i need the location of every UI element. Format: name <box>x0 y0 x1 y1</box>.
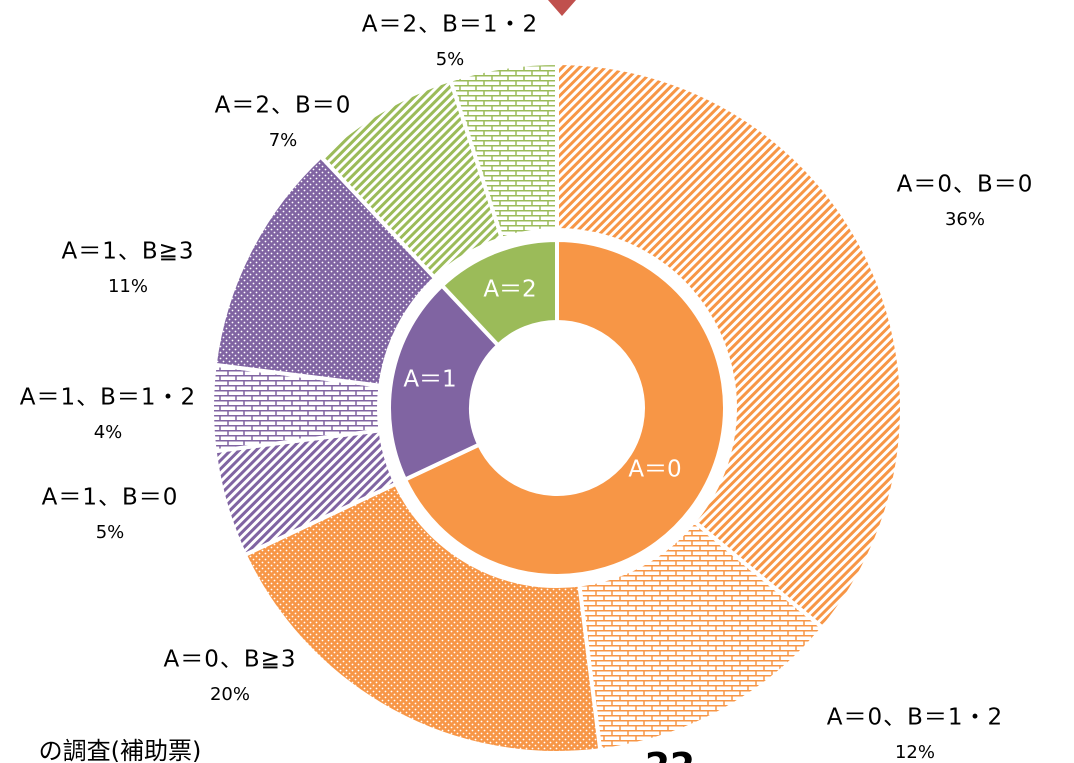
page-number: 22 <box>645 746 695 763</box>
slice-value-label: 20% <box>210 684 250 705</box>
outer-slice <box>555 60 904 631</box>
slice-label: A＝1、B≧3 <box>61 239 194 265</box>
slice-label: A＝0、B≧3 <box>163 647 296 673</box>
outer-slice <box>242 481 603 755</box>
inner-slice <box>439 237 559 349</box>
inner-label: A＝2 <box>483 277 536 303</box>
inner-slice <box>402 237 727 578</box>
slice-value-label: 5% <box>436 49 465 70</box>
outer-slice <box>447 60 559 242</box>
slice-value-label: 12% <box>895 742 935 763</box>
slice-label: A＝2、B＝1・2 <box>362 12 538 38</box>
slice-label: A＝0、B＝0 <box>897 172 1034 198</box>
slice-value-label: 36% <box>945 209 985 230</box>
slice-value-label: 4% <box>94 422 123 443</box>
inner-slice <box>387 282 501 483</box>
inner-label: A＝0 <box>628 457 681 483</box>
slice-label: A＝1、B＝0 <box>42 485 179 511</box>
footnote: の調査(補助票) <box>39 737 202 763</box>
slice-value-label: 7% <box>269 130 298 151</box>
marker <box>548 0 576 16</box>
slice-label: A＝0、B＝1・2 <box>827 705 1003 731</box>
slice-value-label: 5% <box>96 522 125 543</box>
slice-value-label: 11% <box>108 276 148 297</box>
slice-label: A＝1、B＝1・2 <box>20 385 196 411</box>
slice-label: A＝2、B＝0 <box>215 93 352 119</box>
inner-label: A＝1 <box>403 367 456 393</box>
